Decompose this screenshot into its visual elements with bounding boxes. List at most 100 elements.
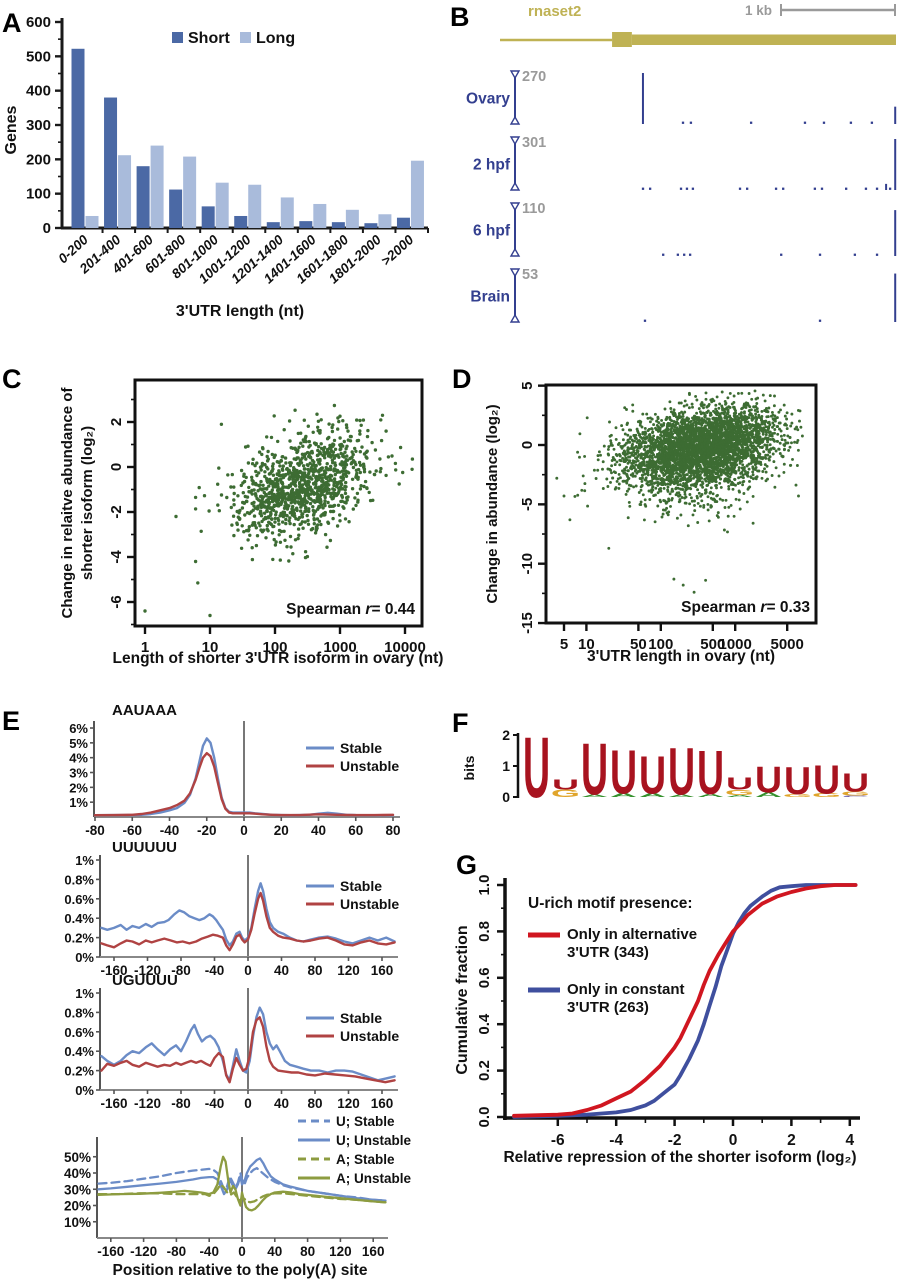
x-axis-label: 3'UTR length (nt) (176, 303, 304, 320)
metaplots-svg: 1%2%3%4%5%6%-80 -60 -40 -20 0 20 40 60 80AAUAAAS… (64, 702, 412, 1279)
x-tick-label: 60 (348, 823, 363, 838)
bar-short (136, 166, 150, 228)
x-tick-label: -6 (551, 1132, 565, 1149)
y-tick-label: 0.4% (64, 1044, 94, 1059)
track-scale-value: 301 (522, 135, 546, 151)
legend-stable: Stable (340, 878, 382, 894)
x-tick-label: 0 (238, 1244, 246, 1259)
logo-letter-U: U (668, 735, 695, 809)
genome-browser-svg: 1 kb rnaset2 Ovary 270 2 hpf 301 6 hpf 110 Brain… (466, 3, 897, 323)
y-tick-label: 5% (69, 736, 88, 751)
bar-short (266, 222, 280, 228)
y-tick-label: 0.6 (476, 967, 493, 988)
x-tick-label: -80 (167, 1244, 187, 1259)
logo-letter-A: A (755, 791, 782, 798)
panel-d-scatter: 5 10 50 100 500 1000 5000 5 0 -5 -10 -15 Spearman r=… (440, 360, 898, 690)
y-tick-label: 1% (75, 853, 94, 868)
track-label: 2 hpf (473, 157, 511, 174)
bar-long (410, 160, 424, 228)
y-tick-label: 0 (43, 220, 51, 237)
bar-short (299, 221, 313, 228)
panel-f-sequence-logo: bits 0 1 2 U G U A U A U A U A U A U A G U A U G U G U C G U (440, 700, 898, 820)
x-tick-label: -80 (171, 963, 191, 978)
track-axis-top-triangle (509, 202, 521, 212)
x-tick-label: 80 (385, 823, 400, 838)
y-tick-label: 4% (69, 751, 88, 766)
bar-short (104, 97, 118, 229)
x-tick-label: 5 (560, 636, 568, 653)
legend-unstable: Unstable (340, 758, 399, 774)
track-scale-value: 270 (522, 69, 546, 85)
logo-letter-U: U (813, 757, 840, 803)
logo-letter-U: U (639, 745, 666, 805)
x-tick-label: -4 (609, 1132, 623, 1149)
legend-label-short: Short (188, 30, 230, 47)
logo-letter-A: A (639, 792, 666, 798)
panel-e-metaplots: 1% 2% 3% 4% 5% 6% -80 -60 -40 -20 0 20 40 60 80 AAUAAA S… (0, 700, 430, 1280)
y-tick-label: 0.2% (64, 931, 94, 946)
y-tick-label: 1% (75, 986, 94, 1001)
x-tick-label: 160 (371, 1096, 394, 1111)
legend-u_unstable: U; Unstable (336, 1133, 412, 1148)
panel-g-letter: G (456, 850, 478, 880)
x-tick-label: -40 (205, 1096, 225, 1111)
x-tick-label: 1000 (323, 639, 356, 656)
y-tick-label: 0% (75, 1083, 94, 1098)
y-tick-label: 0% (75, 950, 94, 965)
bar-long (345, 209, 359, 228)
track-axis-top-triangle (509, 136, 521, 146)
y-tick-label: 0 (519, 441, 536, 449)
logo-letter-U: U (784, 759, 811, 803)
y-tick-label: -4 (108, 550, 125, 564)
x-tick-label: 4 (845, 1132, 854, 1149)
x-tick-label: 120 (337, 1096, 360, 1111)
logo-letter-U: U (755, 759, 782, 800)
bar-short (331, 222, 345, 228)
logo-letter-U: U (523, 721, 550, 817)
x-tick-label: -40 (160, 823, 180, 838)
y-tick-label: 20% (64, 1199, 91, 1214)
x-tick-label: -160 (100, 1096, 127, 1111)
panel-b-genome-browser: 1 kb rnaset2 Ovary 270 2 hpf 301 6 hpf 110 Brain… (440, 0, 898, 335)
x-tick-label: -80 (85, 823, 105, 838)
logo-letter-U: U (610, 736, 637, 806)
x-tick-label: 80 (300, 1244, 315, 1259)
logo-letter-A: A (581, 794, 608, 798)
y-tick-label: 500 (26, 48, 51, 65)
logo-letter-G: G (551, 787, 580, 799)
y-tick-label: 100 (26, 186, 51, 203)
bar-short (169, 189, 183, 228)
logo-letter-G: G (783, 793, 812, 798)
track-axis-top-triangle (509, 70, 521, 80)
x-tick-label: 20 (274, 823, 289, 838)
x-tick-label: 120 (329, 1244, 352, 1259)
legend-stable: Stable (340, 740, 382, 756)
y-tick-label: 30% (64, 1182, 91, 1197)
legend-u_stable: U; Stable (336, 1114, 395, 1129)
y-tick-label: 3% (69, 766, 88, 781)
y-tick-label: 2% (69, 780, 88, 795)
x-tick-label: 80 (307, 963, 322, 978)
panel-g-cdf: 0.0 0.2 0.4 0.6 0.8 1.0 -6 -4 -2 0 2 4 U-rich motif … (440, 840, 898, 1280)
x-tick-label: 160 (362, 1244, 385, 1259)
x-tick-label: 2 (787, 1132, 796, 1149)
y-tick-label: 300 (26, 117, 51, 134)
y-tick-label: -6 (108, 595, 125, 608)
bar-long (118, 155, 132, 228)
bar-long (313, 203, 327, 228)
x-tick-label: -120 (134, 963, 161, 978)
bar-long (85, 215, 99, 228)
bar-long (215, 182, 229, 228)
legend-line2: 3'UTR (343) (567, 944, 649, 961)
track-scale-value: 53 (522, 267, 538, 283)
x-tick-label: 1000 (719, 636, 752, 653)
y-tick-label: -2 (108, 505, 125, 518)
x-tick-label: >2000 (378, 232, 417, 269)
track-axis-bottom-triangle (509, 247, 521, 257)
track-label: Ovary (466, 91, 510, 108)
spearman-annotation: Spearman r= 0.44 (286, 601, 415, 618)
scatter-c-svg: 1 10 100 1000 10000 2 0 -2 -4 -6 Spearman r= 0.44 L… (59, 378, 443, 667)
cdf-svg: 0.0 0.2 0.4 0.6 0.8 1.0 -6 -4 -2 0 2 4 U-rich motif … (454, 875, 860, 1166)
bar-long (378, 214, 392, 228)
